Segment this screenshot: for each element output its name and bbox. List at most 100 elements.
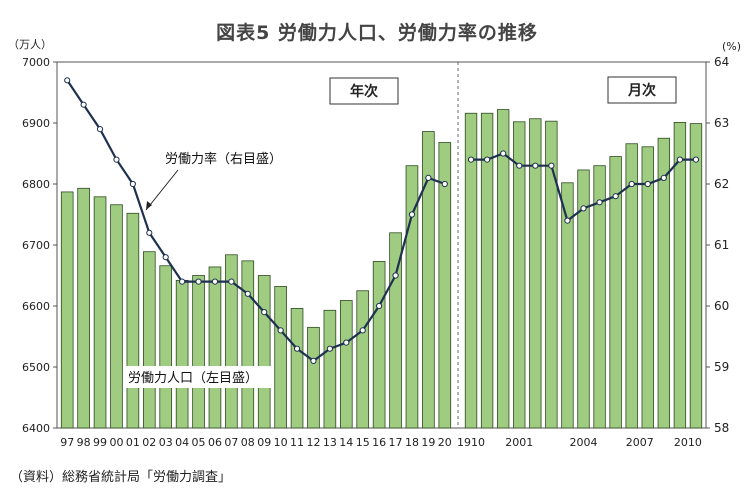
rate-point: [644, 180, 651, 188]
rate-point: [64, 77, 71, 84]
x-tick-label: 13: [323, 436, 337, 449]
bar: [389, 232, 402, 429]
x-tick-label: 14: [339, 436, 353, 449]
bar: [257, 275, 271, 429]
x-tick-label: 04: [175, 436, 189, 449]
bar: [625, 143, 638, 429]
rate-point: [129, 180, 136, 188]
right-axis-tick-label: 63: [714, 116, 729, 130]
bar: [422, 131, 435, 429]
bar: [496, 109, 510, 429]
x-tick-label: 02: [142, 436, 156, 449]
bar: [159, 265, 173, 429]
x-tick-label: 17: [389, 436, 403, 449]
right-axis-tick-label: 59: [714, 360, 729, 374]
bar: [438, 142, 452, 429]
bar: [561, 182, 574, 429]
left-axis-tick-label: 6400: [22, 422, 50, 435]
rate-point: [113, 156, 120, 163]
x-tick-label: 2010: [674, 436, 702, 449]
bar: [93, 196, 107, 429]
bar: [405, 165, 419, 429]
rate-line: [66, 79, 446, 363]
rate-point: [359, 327, 366, 334]
rate-point: [484, 156, 491, 163]
rate-point: [162, 254, 169, 261]
right-axis-tick-label: 58: [714, 421, 729, 435]
bar: [241, 260, 255, 429]
annotation-population-bg: [124, 366, 272, 388]
bar: [192, 275, 205, 429]
x-tick-label: 08: [241, 436, 255, 449]
x-tick-label: 16: [372, 436, 386, 449]
rate-point: [310, 357, 317, 364]
rate-point: [96, 126, 104, 133]
source-note: （資料）総務省統計局「労働力調査」: [10, 470, 232, 485]
bar: [609, 156, 622, 429]
bar: [593, 165, 606, 429]
panel-label-monthly: 月次: [627, 82, 656, 99]
bar: [529, 118, 542, 429]
annotation-rate-arrow: [145, 169, 179, 211]
bar: [657, 137, 671, 429]
x-tick-label: 18: [405, 436, 419, 449]
rate-point: [195, 278, 202, 285]
rate-point: [500, 150, 507, 157]
right-axis-tick-label: 60: [714, 299, 729, 313]
bar: [323, 309, 337, 429]
rate-point: [392, 272, 399, 279]
x-tick-label: 11: [290, 436, 304, 449]
rate-point: [179, 278, 186, 285]
rate-point: [564, 217, 571, 224]
panel-label-box: [607, 76, 677, 104]
x-tick-label: 01: [126, 436, 140, 449]
bar: [464, 112, 478, 429]
right-axis-tick-label: 61: [714, 238, 729, 252]
bar: [307, 326, 320, 429]
rate-point: [326, 345, 333, 352]
rate-point: [376, 302, 383, 310]
x-tick-label: 10: [274, 436, 288, 449]
rate-point: [277, 327, 284, 334]
x-tick-label: 2004: [570, 436, 598, 449]
left-axis-tick-label: 6700: [22, 239, 50, 252]
rate-point: [660, 174, 667, 181]
panel-label-box: [329, 77, 399, 105]
x-tick-label: 98: [77, 436, 91, 449]
bar: [60, 191, 74, 429]
rate-point: [146, 229, 153, 236]
right-axis-tick-label: 64: [714, 55, 729, 69]
bar: [208, 266, 222, 429]
rate-point: [692, 156, 700, 163]
x-tick-label: 99: [93, 436, 107, 449]
rate-point: [293, 345, 301, 352]
chart-title: 図表5 労働力人口、労働力率の推移: [216, 22, 538, 44]
bar: [356, 290, 370, 429]
bar: [673, 121, 687, 429]
bar: [545, 120, 558, 429]
bar: [577, 169, 590, 429]
rate-point: [80, 101, 87, 108]
x-tick-label: 07: [224, 436, 238, 449]
rate-point: [676, 156, 684, 163]
bar: [175, 279, 189, 429]
x-tick-label: 19: [421, 436, 435, 449]
rate-point: [516, 162, 523, 169]
x-tick-label: 12: [306, 436, 320, 449]
x-tick-label: 00: [109, 436, 123, 449]
annotation-rate: 労働力率（右目盛）: [165, 151, 282, 167]
left-axis-tick-label: 6600: [22, 300, 50, 313]
rate-point: [441, 180, 448, 188]
rate-point: [628, 180, 635, 188]
left-axis-unit: （万人）: [8, 38, 52, 51]
bar: [126, 212, 140, 429]
bar: [689, 123, 703, 429]
x-tick-label: 1910: [457, 436, 485, 449]
rate-point: [408, 211, 416, 218]
rate-point: [532, 162, 539, 169]
annotation-population: 労働力人口（左目盛）: [128, 371, 258, 386]
bar: [641, 146, 654, 429]
x-tick-label: 09: [257, 436, 271, 449]
bar: [372, 261, 386, 429]
bar: [290, 308, 304, 429]
